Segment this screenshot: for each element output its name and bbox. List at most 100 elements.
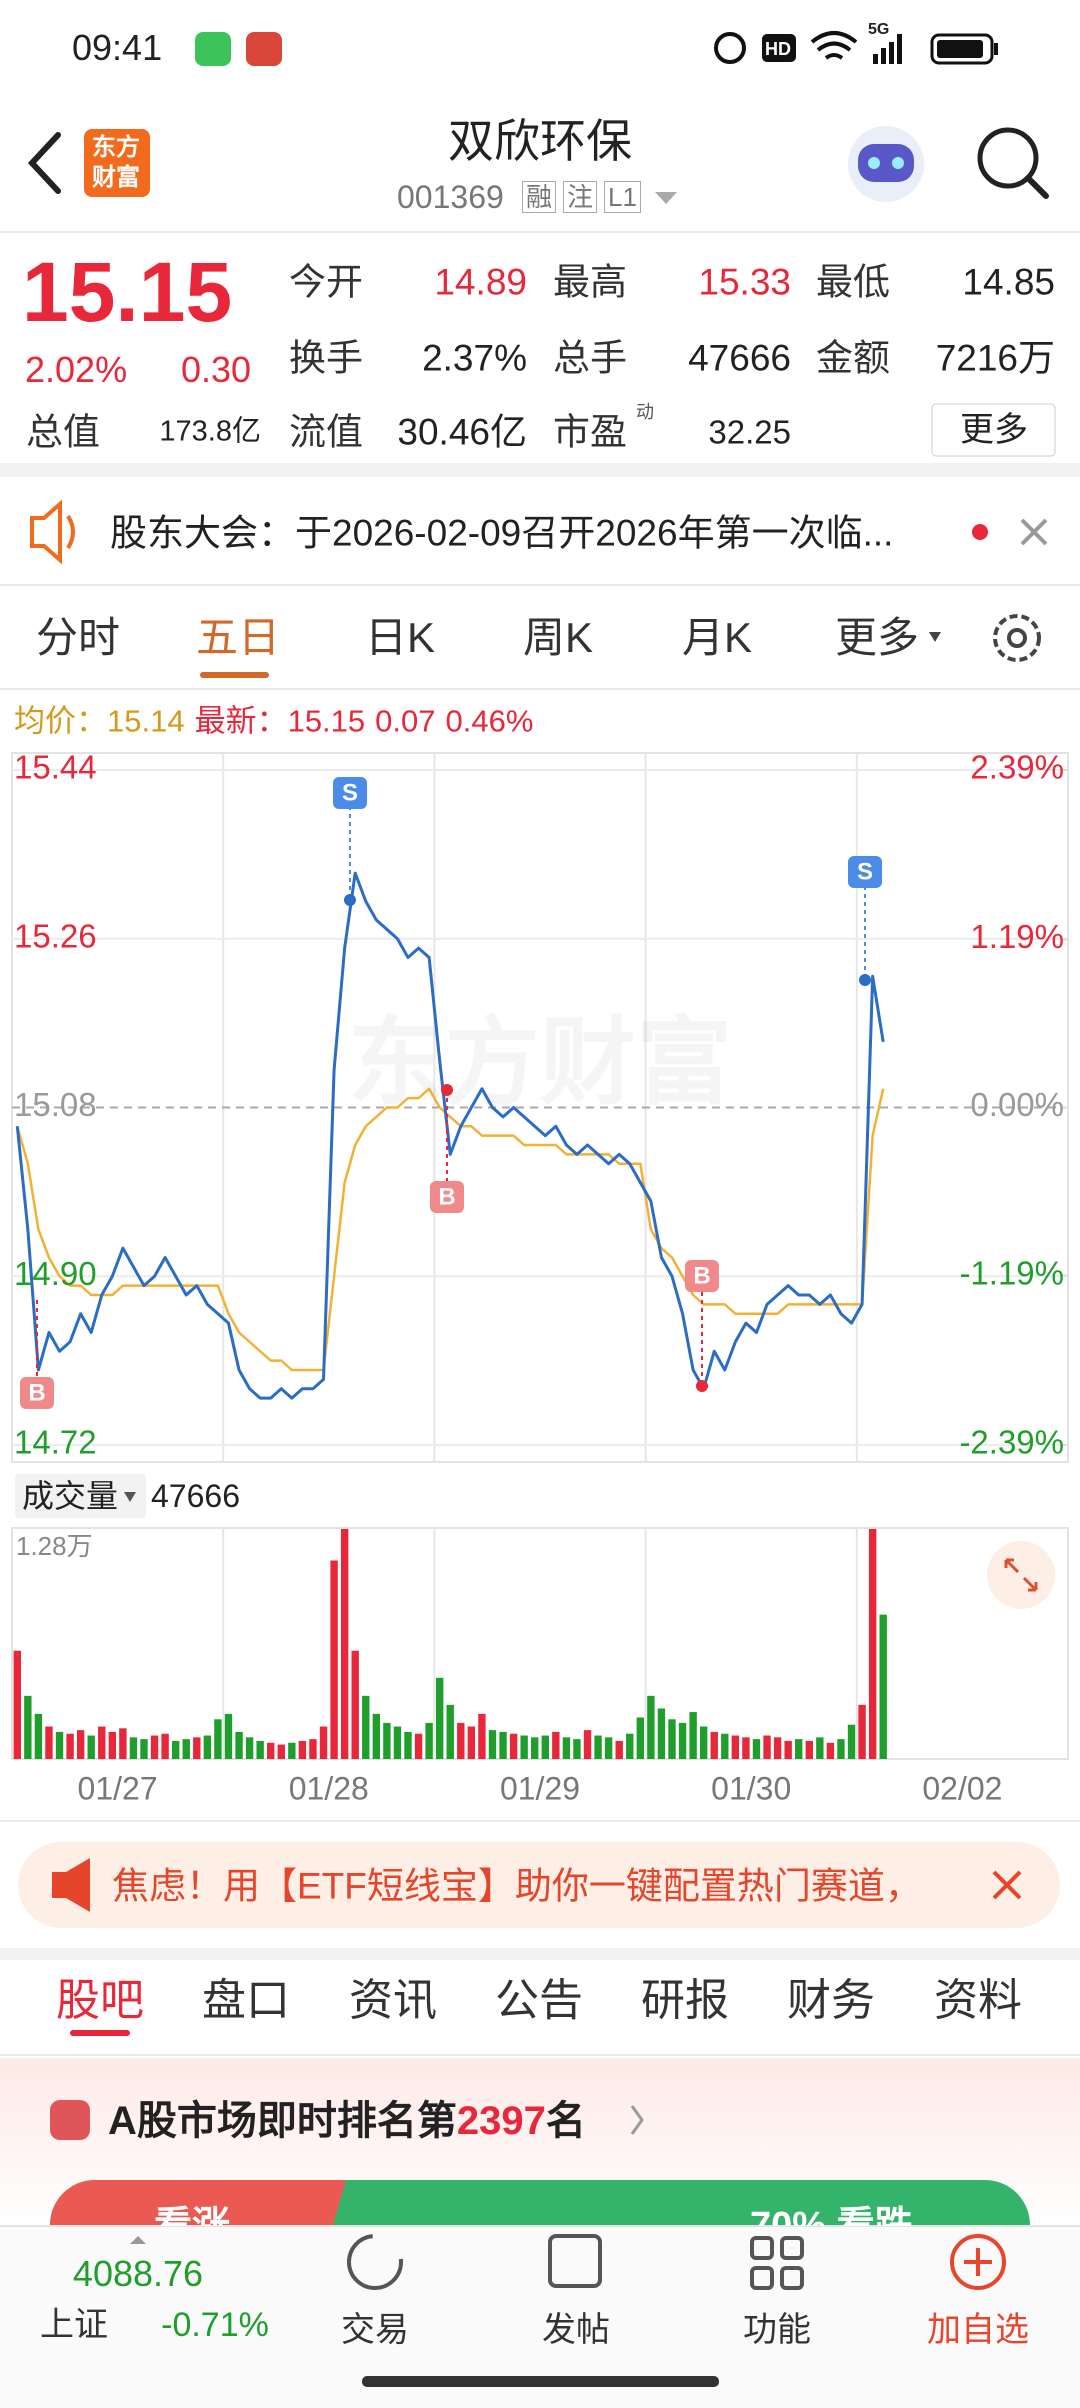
volume-bar — [34, 1713, 43, 1759]
volume-bar — [214, 1719, 222, 1759]
buy-marker[interactable] — [430, 1181, 464, 1213]
ad-text[interactable]: 焦虑！用【ETF短线宝】助你一键配置热门赛道， — [112, 1867, 922, 1905]
chart-summary: 均价： 15.14 最新： 15.15 0.07 0.46% — [14, 706, 533, 737]
close-ad[interactable] — [992, 1870, 1022, 1900]
settings-button[interactable] — [993, 614, 1041, 662]
volume-bar — [520, 1735, 528, 1759]
ranking-suffix: 名 — [545, 2099, 586, 2143]
notice-text[interactable]: 股东大会：于2026-02-09召开2026年第一次临... — [110, 514, 894, 552]
app-icon — [246, 32, 282, 66]
bottom-tab[interactable]: 研报 — [641, 1976, 729, 2025]
sell-marker[interactable] — [333, 777, 367, 809]
tab-dropdown[interactable] — [929, 632, 941, 642]
tab[interactable]: 周K — [522, 614, 594, 661]
robot-eye — [868, 157, 880, 169]
volume-bar — [193, 1737, 201, 1759]
nav-item[interactable]: 发帖 — [542, 2311, 610, 2349]
add-watch-plus — [964, 2248, 992, 2276]
volume-bar — [372, 1713, 381, 1759]
more-button[interactable] — [931, 403, 1056, 457]
tab[interactable]: 月K — [681, 614, 753, 661]
function-icon[interactable] — [750, 2236, 804, 2290]
ranking[interactable]: A股市场即时排名第2397名 — [108, 2101, 586, 2141]
bottom-tab[interactable]: 公告 — [495, 1976, 583, 2025]
volume-bar — [615, 1740, 623, 1759]
nav-item-add[interactable]: 加自选 — [927, 2311, 1029, 2349]
sell-marker[interactable] — [848, 856, 882, 888]
volume-bar — [351, 1650, 359, 1759]
buy-marker[interactable] — [685, 1260, 719, 1292]
close-notice[interactable] — [1020, 518, 1048, 546]
trade-icon[interactable] — [347, 2234, 403, 2290]
battery-tip — [994, 43, 998, 55]
nav-item[interactable]: 功能 — [743, 2311, 811, 2349]
ranking-arrow[interactable] — [630, 2105, 644, 2135]
change: 0.30 — [181, 349, 252, 390]
volume-bar — [457, 1722, 465, 1759]
add-watch-icon[interactable] — [950, 2234, 1006, 2290]
bottom-tab-active[interactable]: 股吧 — [56, 1976, 144, 2025]
volume-bar — [573, 1739, 581, 1759]
y2-tick-label: -2.39% — [959, 1424, 1064, 1461]
back-button[interactable] — [27, 132, 61, 194]
volume-bar — [868, 1528, 877, 1759]
volume-bar — [288, 1742, 296, 1759]
more-label[interactable]: 更多 — [960, 411, 1028, 449]
tab[interactable]: 日K — [364, 614, 436, 661]
volume-bar — [55, 1731, 64, 1759]
x-tick-label: 01/29 — [500, 1770, 580, 1806]
last-price: 15.15 — [22, 245, 233, 339]
search-button[interactable] — [977, 127, 1039, 189]
tab[interactable]: 分时 — [35, 614, 121, 661]
volume-total: 47666 — [151, 1478, 240, 1514]
volume-bar — [256, 1740, 264, 1759]
volume-bar — [319, 1726, 328, 1759]
bottom-tab[interactable]: 资讯 — [349, 1976, 437, 2025]
search-handle — [1025, 175, 1049, 199]
buy-marker[interactable] — [20, 1377, 54, 1409]
index-value[interactable]: 4088.76 — [72, 2253, 204, 2294]
volume-bar — [414, 1733, 423, 1759]
volume-bar — [446, 1704, 454, 1759]
hd: HD — [765, 39, 791, 59]
wifi-icon — [810, 31, 858, 60]
tab-active[interactable]: 五日 — [195, 614, 281, 661]
field-value: 30.46亿 — [397, 411, 527, 453]
post-icon[interactable] — [548, 2234, 602, 2288]
volume-bar — [129, 1737, 138, 1759]
volume-bar — [150, 1735, 159, 1759]
expand-button[interactable] — [987, 1541, 1055, 1609]
volume-bar — [425, 1722, 433, 1759]
bottom-tab[interactable]: 资料 — [934, 1976, 1022, 2025]
volume-bar — [773, 1737, 782, 1759]
index-name[interactable]: 上证 — [40, 2306, 108, 2344]
unread-dot — [972, 524, 988, 540]
index-change[interactable]: -0.71% — [161, 2306, 269, 2344]
volume-bar — [731, 1735, 740, 1759]
code-dropdown[interactable] — [655, 192, 677, 204]
tab[interactable]: 更多 — [834, 614, 920, 661]
nav-item[interactable]: 交易 — [341, 2311, 409, 2349]
y-tick-label: 15.26 — [14, 917, 97, 954]
field-value: 7216万 — [935, 337, 1055, 379]
tag: 注 — [563, 181, 598, 213]
volume-bar — [784, 1740, 792, 1759]
volume-title[interactable]: 成交量 — [22, 1478, 119, 1514]
tag: L1 — [604, 181, 641, 213]
speaker-wave — [66, 514, 75, 550]
latest-change: 0.07 — [375, 703, 436, 739]
home-indicator — [362, 2376, 719, 2387]
volume-bar — [383, 1722, 391, 1759]
volume-bar — [562, 1737, 571, 1759]
latest-value: 15.15 — [287, 703, 366, 739]
field-label: 金额 — [816, 337, 890, 379]
bottom-tab[interactable]: 财务 — [787, 1976, 875, 2025]
volume-bar — [509, 1733, 518, 1759]
bottom-tab[interactable]: 盘口 — [202, 1976, 290, 2025]
volume-selector[interactable] — [15, 1474, 146, 1518]
network: 5G — [868, 21, 890, 38]
stock-code: 001369 — [397, 179, 504, 215]
field-value: 15.33 — [698, 261, 791, 303]
ad-banner[interactable] — [18, 1842, 1060, 1928]
volume-bar — [689, 1712, 697, 1759]
